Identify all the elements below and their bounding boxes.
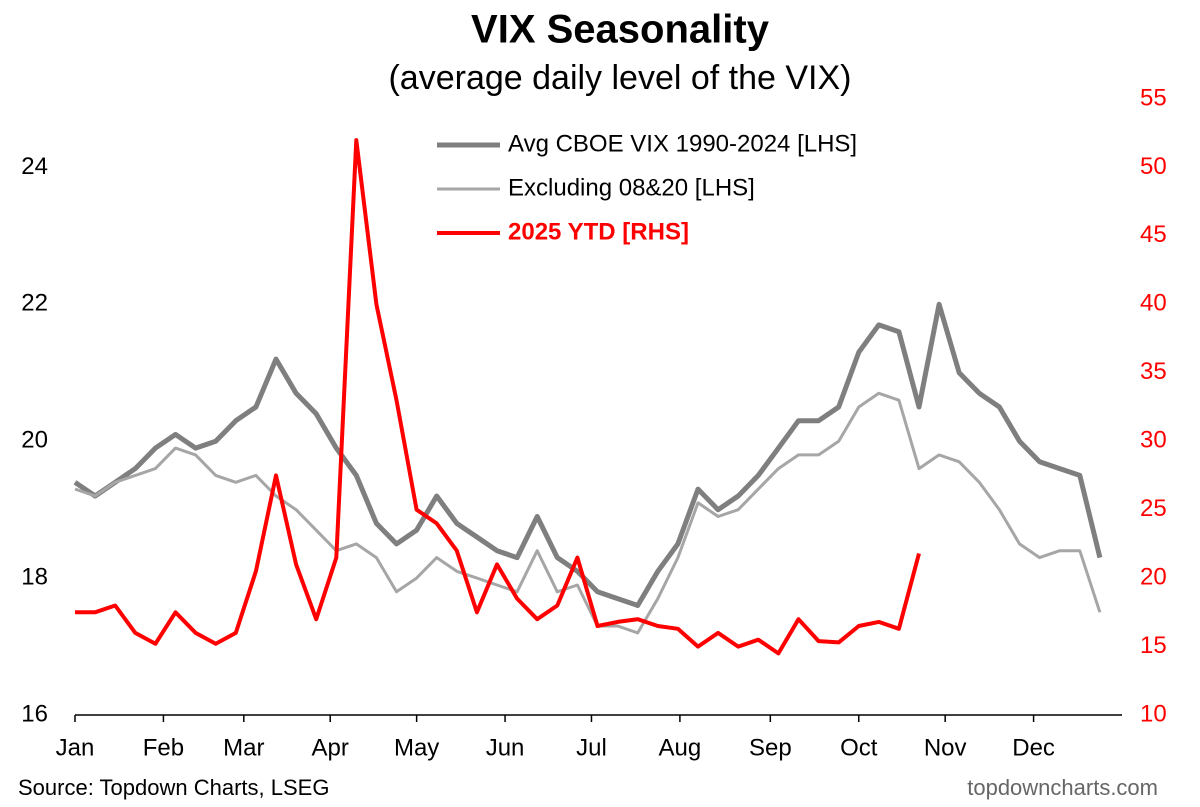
x-tick-label: Nov bbox=[924, 734, 967, 761]
y-tick-label: 18 bbox=[21, 563, 48, 590]
y2-tick-label: 25 bbox=[1140, 495, 1167, 522]
chart-subtitle: (average daily level of the VIX) bbox=[388, 59, 851, 97]
y2-tick-label: 45 bbox=[1140, 221, 1167, 248]
y2-tick-label: 20 bbox=[1140, 563, 1167, 590]
y-tick-label: 16 bbox=[21, 700, 48, 727]
x-tick-label: Sep bbox=[749, 734, 792, 761]
legend-label: 2025 YTD [RHS] bbox=[508, 218, 689, 245]
series-line bbox=[73, 301, 1103, 608]
x-tick-label: Dec bbox=[1012, 734, 1055, 761]
legend-label: Excluding 08&20 [LHS] bbox=[508, 174, 755, 201]
y2-tick-label: 55 bbox=[1140, 84, 1167, 111]
x-tick-label: Jun bbox=[486, 734, 525, 761]
series-line bbox=[74, 391, 1102, 635]
x-tick-label: Feb bbox=[143, 734, 184, 761]
y-tick-label: 24 bbox=[21, 153, 48, 180]
watermark: topdowncharts.com bbox=[967, 775, 1158, 800]
y2-tick-label: 30 bbox=[1140, 427, 1167, 454]
x-tick-label: Aug bbox=[659, 734, 702, 761]
y2-tick-label: 35 bbox=[1140, 358, 1167, 385]
x-tick-label: Jul bbox=[576, 734, 607, 761]
x-tick-label: Mar bbox=[223, 734, 264, 761]
y2-tick-label: 50 bbox=[1140, 153, 1167, 180]
y2-tick-label: 10 bbox=[1140, 700, 1167, 727]
x-tick-label: May bbox=[394, 734, 439, 761]
x-tick-label: Apr bbox=[312, 734, 349, 761]
x-tick-label: Oct bbox=[840, 734, 878, 761]
series-line bbox=[75, 138, 921, 656]
legend-label: Avg CBOE VIX 1990-2024 [LHS] bbox=[508, 130, 857, 157]
y-tick-label: 22 bbox=[21, 290, 48, 317]
y2-tick-label: 40 bbox=[1140, 290, 1167, 317]
y2-tick-label: 15 bbox=[1140, 632, 1167, 659]
source: Source: Topdown Charts, LSEG bbox=[18, 775, 329, 800]
x-tick-label: Jan bbox=[56, 734, 95, 761]
chart-title: VIX Seasonality bbox=[471, 8, 770, 52]
y-tick-label: 20 bbox=[21, 427, 48, 454]
